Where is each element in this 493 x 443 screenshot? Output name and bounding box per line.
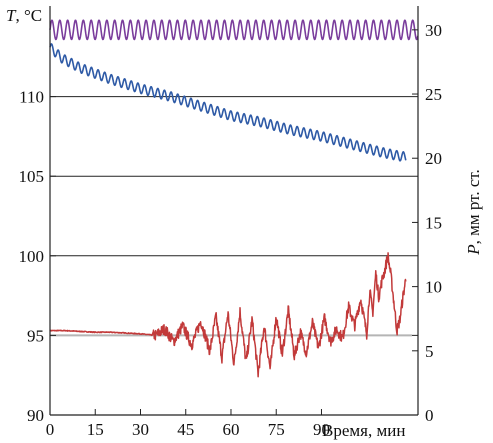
x-axis-label: Время, мин: [322, 421, 405, 440]
left-axis-title: T, °C: [6, 6, 42, 25]
series-top-oscillation: [49, 19, 419, 41]
left-tick-label-95: 95: [27, 326, 44, 345]
right-tick-label-25: 25: [425, 85, 442, 104]
series-layer: [49, 19, 419, 378]
right-tick-label-15: 15: [425, 213, 442, 232]
x-tick-label-60: 60: [222, 420, 239, 439]
left-tick-label-100: 100: [19, 247, 45, 266]
grid-layer: [50, 96, 418, 336]
right-tick-label-20: 20: [425, 149, 442, 168]
x-tick-label-0: 0: [46, 420, 55, 439]
left-axis-title-var: T: [6, 6, 17, 25]
right-axis-title: P, мм рт. ст.: [464, 169, 483, 256]
x-tick-label-90: 90: [313, 420, 330, 439]
x-tick-label-75: 75: [268, 420, 285, 439]
x-tick-label-30: 30: [132, 420, 149, 439]
left-tick-label-105: 105: [19, 167, 45, 186]
series-middle-decline: [49, 43, 407, 162]
series-bottom-fluctuation: [49, 252, 407, 378]
left-axis-title-unit: , °C: [15, 6, 42, 25]
left-tick-label-110: 110: [19, 88, 44, 107]
ticks-layer: 90 95 100 105 110 0 5 10 15 20 25 30 0 15 30 45 60 75 90: [19, 21, 443, 439]
right-tick-label-5: 5: [425, 342, 434, 361]
right-tick-label-0: 0: [425, 406, 434, 425]
axis-layer: [49, 6, 419, 416]
right-axis-title-var: P: [464, 244, 483, 255]
left-tick-label-90: 90: [27, 406, 44, 425]
right-tick-label-10: 10: [425, 278, 442, 297]
right-tick-label-30: 30: [425, 21, 442, 40]
x-tick-label-45: 45: [177, 420, 194, 439]
right-axis-title-unit: , мм рт. ст.: [464, 169, 483, 244]
x-tick-label-15: 15: [87, 420, 104, 439]
